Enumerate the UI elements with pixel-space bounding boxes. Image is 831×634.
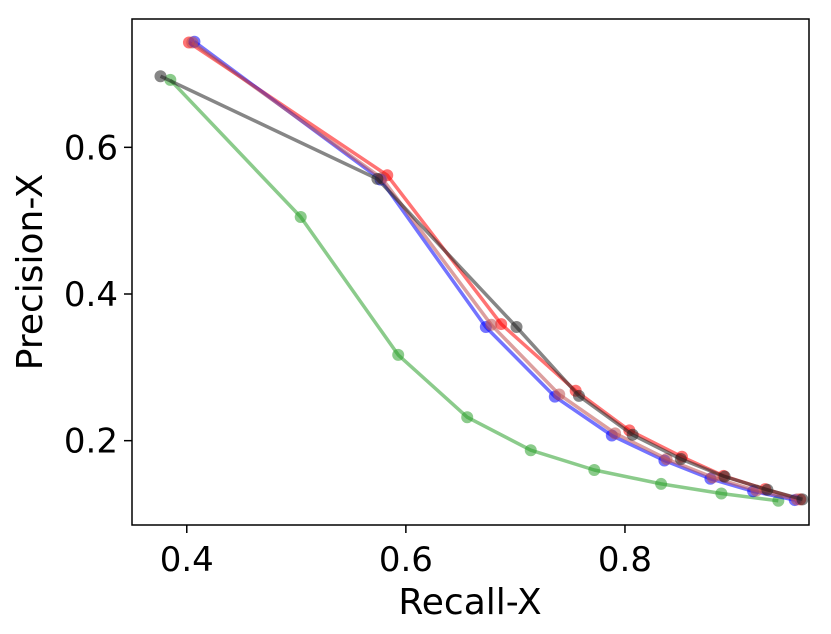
series-4 (154, 70, 809, 506)
data-point (510, 321, 523, 333)
data-point (609, 427, 622, 440)
data-point (660, 453, 673, 465)
series-3 (186, 36, 803, 506)
data-point (495, 318, 508, 331)
y-tick-label: 0.6 (64, 128, 118, 168)
y-axis-ticks: 0.2 0.4 0.6 (64, 128, 132, 462)
data-point (294, 211, 307, 223)
data-point (674, 453, 687, 465)
data-point (154, 70, 167, 83)
x-tick-label: 0.6 (379, 540, 433, 580)
data-point (572, 389, 585, 402)
series-0 (164, 73, 785, 507)
x-tick-label: 0.4 (160, 540, 214, 580)
plot-area-frame (131, 18, 810, 526)
data-point (718, 470, 731, 483)
data-point (796, 493, 809, 506)
data-point (588, 464, 601, 476)
data-point (761, 483, 774, 496)
data-point (655, 477, 668, 490)
data-point (485, 318, 498, 331)
data-point (392, 348, 405, 361)
data-point (461, 411, 474, 424)
x-tick-label: 0.8 (598, 540, 652, 580)
data-point (524, 444, 537, 457)
data-point (553, 388, 566, 401)
y-axis-title: Precision-X (10, 174, 51, 371)
y-tick-label: 0.4 (64, 275, 118, 315)
y-tick-label: 0.2 (64, 422, 118, 462)
data-point (626, 428, 639, 441)
data-point (371, 172, 384, 185)
data-point (715, 487, 728, 500)
series-layer (154, 35, 809, 507)
data-point (186, 36, 199, 49)
x-axis-ticks: 0.4 0.6 0.8 (160, 525, 652, 580)
x-axis-title: Recall-X (398, 582, 541, 623)
